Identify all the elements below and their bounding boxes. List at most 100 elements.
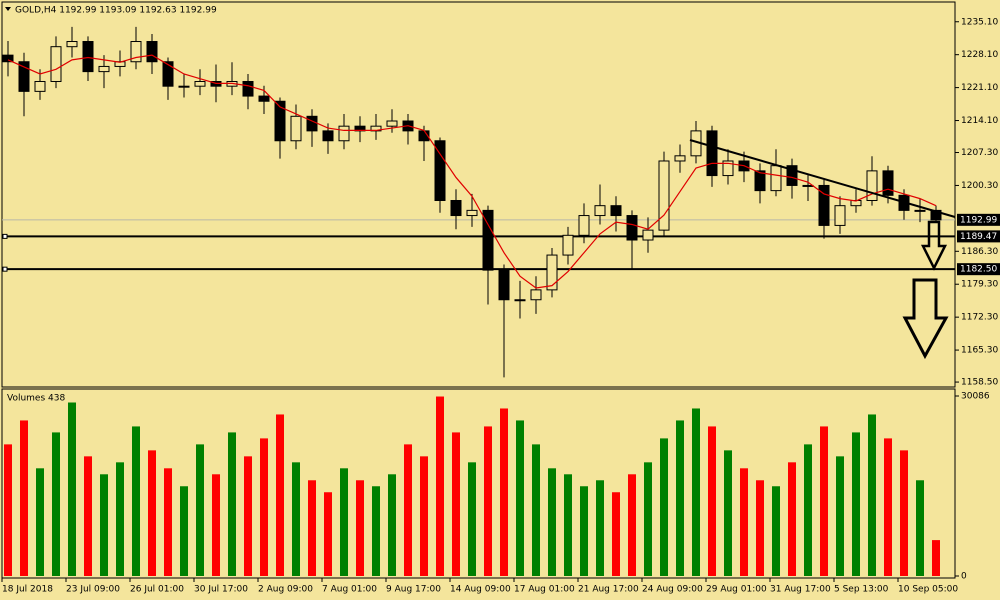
volume-bar xyxy=(852,432,860,576)
volume-bar xyxy=(148,450,156,576)
volume-bar xyxy=(404,444,412,576)
x-tick-label: 24 Aug 09:00 xyxy=(642,585,703,595)
candle-body xyxy=(146,41,158,63)
volume-bar xyxy=(500,408,508,576)
y-tick-label: 1221.10 xyxy=(961,83,998,93)
x-tick-label: 9 Aug 17:00 xyxy=(386,585,441,595)
y-tick-label: 1207.30 xyxy=(961,148,998,158)
candle-body xyxy=(386,120,398,127)
volume-bar xyxy=(196,444,204,576)
candle-body xyxy=(802,184,814,187)
y-tick-label: 1186.30 xyxy=(961,247,998,257)
candle-body xyxy=(18,61,30,92)
volume-bar xyxy=(452,432,460,576)
volume-bar xyxy=(100,474,108,576)
volume-bar xyxy=(132,426,140,576)
volume-bar xyxy=(324,492,332,576)
level-handle xyxy=(2,266,8,272)
volume-bar xyxy=(180,486,188,576)
candle-body xyxy=(610,205,622,217)
candle-body xyxy=(770,165,782,192)
candle-body xyxy=(498,269,510,301)
candle-body xyxy=(178,85,190,88)
volume-bar xyxy=(388,474,396,576)
candle-body xyxy=(834,205,846,226)
candle-body xyxy=(818,184,830,226)
x-tick-label: 7 Aug 01:00 xyxy=(322,585,377,595)
x-tick-label: 10 Sep 05:00 xyxy=(898,585,958,595)
candle-body xyxy=(530,289,542,301)
volume-bar xyxy=(548,468,556,576)
last-price-box xyxy=(957,213,1000,226)
volume-bar xyxy=(580,486,588,576)
candle-body xyxy=(466,209,478,217)
volume-bar xyxy=(228,432,236,576)
volume-bar xyxy=(356,480,364,576)
candle-body xyxy=(546,254,558,291)
candle-body xyxy=(722,160,734,177)
volume-bar xyxy=(884,438,892,576)
candle-body xyxy=(338,125,350,142)
candle-body xyxy=(626,215,638,241)
chart-title: GOLD,H4 1192.99 1193.09 1192.63 1192.99 xyxy=(15,6,217,16)
y-tick-label: 1172.30 xyxy=(961,313,998,323)
volume-bar xyxy=(708,426,716,576)
x-tick-label: 30 Jul 17:00 xyxy=(194,585,248,595)
volume-bar xyxy=(468,462,476,576)
candle-body xyxy=(434,140,446,201)
candle-body xyxy=(130,41,142,63)
candle-body xyxy=(914,209,926,212)
volume-bar xyxy=(900,450,908,576)
y-tick-label: 1200.30 xyxy=(961,181,998,191)
y-tick-label: 1214.10 xyxy=(961,116,998,126)
moving-average xyxy=(7,54,937,289)
volume-bar xyxy=(564,474,572,576)
level-label: 1182.50 xyxy=(960,265,997,275)
y-tick-label: 1158.50 xyxy=(961,378,998,388)
volume-bar xyxy=(724,450,732,576)
volume-bar xyxy=(308,480,316,576)
volume-bar xyxy=(740,468,748,576)
y-tick-label: 1228.10 xyxy=(961,50,998,60)
volume-bar xyxy=(756,480,764,576)
level-box xyxy=(957,263,1000,276)
candle-body xyxy=(66,41,78,48)
candle-body xyxy=(50,46,62,82)
volume-bar xyxy=(164,468,172,576)
volume-bar xyxy=(436,396,444,576)
candle-body xyxy=(194,80,206,87)
volume-bar xyxy=(772,486,780,576)
volume-bar xyxy=(52,432,60,576)
candle-body xyxy=(82,41,94,73)
plot: 1235.10 1228.10 1221.10 1214.10 1207.30 1200.… xyxy=(1,17,1000,595)
volume-bar xyxy=(836,456,844,576)
volume-bar xyxy=(340,468,348,576)
volume-bar xyxy=(628,474,636,576)
y-tick-label: 1179.30 xyxy=(961,280,998,290)
volume-bar xyxy=(612,492,620,576)
y-tick-label: 30086 xyxy=(961,392,990,402)
candle-body xyxy=(482,209,494,271)
candle-body xyxy=(930,209,942,221)
candle-body xyxy=(290,115,302,142)
candle-body xyxy=(34,80,46,92)
y-tick-label: 1165.30 xyxy=(961,346,998,356)
candle-body xyxy=(98,65,110,73)
candle-body xyxy=(274,100,286,142)
y-tick-label: 0 xyxy=(961,572,967,582)
big-arrow xyxy=(902,278,949,360)
candle-body xyxy=(450,199,462,217)
volume-bar xyxy=(36,468,44,576)
volume-bar xyxy=(276,414,284,576)
candle-body xyxy=(242,80,254,97)
volume-bar xyxy=(932,540,940,576)
volume-bar xyxy=(484,426,492,576)
x-tick-label: 21 Aug 17:00 xyxy=(578,585,639,595)
volume-bar xyxy=(516,420,524,576)
y-tick-label: 1235.10 xyxy=(961,17,998,27)
candle-body xyxy=(786,165,798,186)
volume-bar xyxy=(916,480,924,576)
volume-bar xyxy=(532,444,540,576)
x-tick-label: 26 Jul 01:00 xyxy=(130,585,184,595)
